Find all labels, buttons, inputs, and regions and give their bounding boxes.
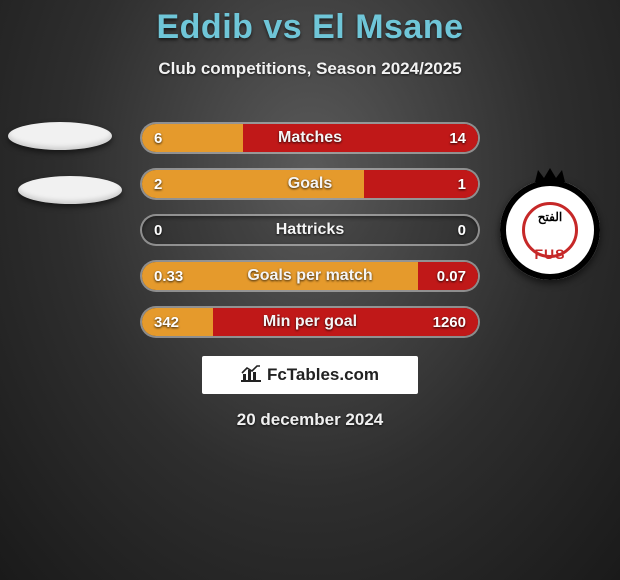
stat-bar: 21Goals (140, 168, 480, 200)
season-subtitle: Club competitions, Season 2024/2025 (0, 59, 620, 79)
stat-bar: 0.330.07Goals per match (140, 260, 480, 292)
bar-label: Goals (142, 170, 478, 198)
page-title: Eddib vs El Msane (0, 0, 620, 47)
bar-label: Goals per match (142, 262, 478, 290)
comparison-bars: 614Matches 21Goals 00Hattricks 0.330.07Goal… (140, 122, 480, 352)
date-text: 20 december 2024 (0, 410, 620, 430)
left-player-badge-1 (8, 122, 112, 150)
stat-bar: 00Hattricks (140, 214, 480, 246)
bar-label: Hattricks (142, 216, 478, 244)
brand-plate: FcTables.com (202, 356, 418, 394)
brand-label: FcTables.com (267, 365, 379, 385)
stat-bar: 614Matches (140, 122, 480, 154)
left-player-badge-2 (18, 176, 122, 204)
bar-label: Matches (142, 124, 478, 152)
badge-abbr: FUS (535, 246, 566, 262)
brand-chart-icon (241, 364, 261, 387)
stat-bar: 3421260Min per goal (140, 306, 480, 338)
badge-arabic-text: الفتح (538, 210, 562, 224)
infographic-root: Eddib vs El Msane Club competitions, Sea… (0, 0, 620, 580)
bar-label: Min per goal (142, 308, 478, 336)
right-club-badge: الفتح FUS (500, 180, 600, 280)
